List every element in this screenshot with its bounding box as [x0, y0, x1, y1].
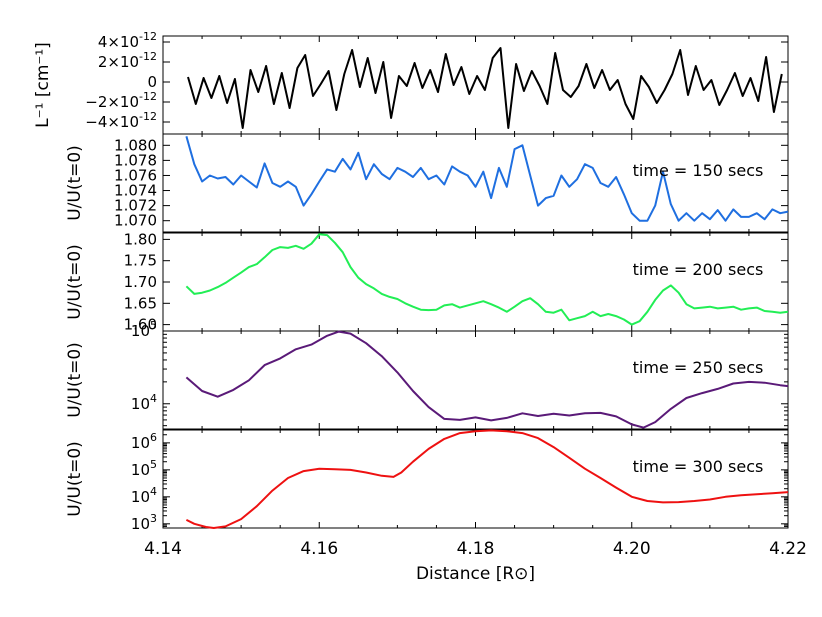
- y-tick-label: 1.078: [114, 151, 157, 169]
- x-tick-label: 4.20: [613, 539, 651, 559]
- series-line-t300: [185, 429, 789, 529]
- y-tick-label: 1.60: [124, 316, 157, 334]
- panel-annotation: time = 200 secs: [633, 260, 764, 279]
- axis-labels: 4×10-122×10-12 0−2×10-12−4×10-12 L⁻¹ [cm⁻¹…: [33, 30, 807, 584]
- panel-frame-t150: [162, 133, 789, 233]
- y-tick-label: 1.80: [124, 230, 157, 248]
- y-tick-label: 1.75: [124, 252, 157, 270]
- x-tick-label: 4.14: [144, 539, 182, 559]
- panel-annotation: time = 250 secs: [633, 358, 764, 377]
- y-tick-label: 104: [131, 485, 157, 506]
- y-tick-label: 105: [131, 319, 157, 340]
- y-tick-label: 1.080: [114, 136, 157, 154]
- y-tick-label: −2×10-12: [85, 90, 157, 111]
- series-line-inverse-length: [187, 47, 783, 129]
- y-axis-label: U/U(t=0): [65, 244, 85, 320]
- data-lines: [185, 47, 789, 529]
- y-tick-label: 103: [131, 512, 157, 533]
- x-tick-label: 4.22: [769, 539, 807, 559]
- y-axis-label: U/U(t=0): [65, 145, 85, 221]
- y-tick-label: 1.65: [124, 294, 157, 312]
- panel-frames: [162, 35, 789, 529]
- y-tick-label: 2×10-12: [98, 50, 157, 71]
- panel-annotation: time = 300 secs: [633, 457, 764, 476]
- y-tick-label: 1.072: [114, 197, 157, 215]
- y-tick-label: 0: [147, 73, 157, 91]
- y-axis-label: U/U(t=0): [65, 342, 85, 418]
- y-axis-label: L⁻¹ [cm⁻¹]: [33, 42, 53, 128]
- y-tick-label: 1.076: [114, 166, 157, 184]
- panel-frame-t300: [162, 429, 789, 529]
- panel-annotation: time = 150 secs: [633, 161, 764, 180]
- y-tick-label: 105: [131, 458, 157, 479]
- panel-frame-t200: [162, 232, 789, 332]
- series-line-t200: [185, 233, 789, 326]
- y-tick-label: −4×10-12: [85, 110, 157, 131]
- series-line-t250: [185, 330, 789, 429]
- y-tick-label: 104: [131, 392, 157, 413]
- x-tick-label: 4.16: [300, 539, 338, 559]
- x-axis-label: Distance [R⊙]: [416, 564, 535, 584]
- y-axis-label: U/U(t=0): [65, 441, 85, 517]
- y-tick-label: 1.074: [114, 182, 157, 200]
- y-tick-label: 1.070: [114, 212, 157, 230]
- axis-ticks: [162, 36, 789, 529]
- x-tick-label: 4.18: [457, 539, 495, 559]
- series-line-t150: [185, 136, 789, 222]
- y-tick-label: 4×10-12: [98, 30, 157, 51]
- y-tick-label: 1.70: [124, 273, 157, 291]
- panel-frame-t250: [162, 330, 789, 430]
- y-tick-label: 106: [131, 431, 157, 452]
